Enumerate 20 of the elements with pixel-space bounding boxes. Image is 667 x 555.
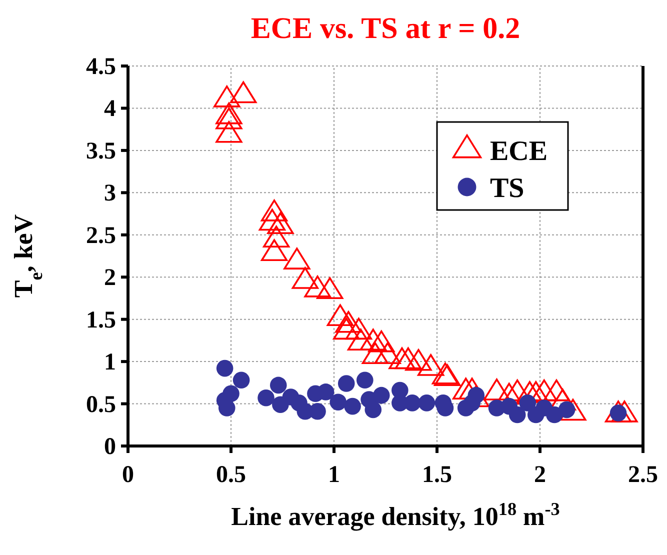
y-tick-label: 4 [104, 96, 116, 122]
x-tick-label: 2.5 [628, 462, 658, 488]
legend-label: ECE [490, 136, 548, 167]
x-axis-title: Line average density, 10$^{18}$ m$^{-3}$ [231, 499, 560, 531]
chart-title: ECE vs. TS at r = 0.2 [250, 12, 520, 45]
y-tick-label: 1.5 [86, 307, 116, 334]
x-tick-label: 0 [122, 462, 134, 488]
x-tick-label: 2 [534, 462, 546, 488]
x-tick-label: 1 [328, 462, 340, 488]
y-tick-label: 0 [104, 434, 116, 460]
y-tick-label: 3 [104, 180, 116, 207]
x-tick-label: 0.5 [216, 462, 246, 488]
y-tick-label: 0.5 [86, 392, 116, 418]
y-tick-label: 2 [104, 265, 116, 292]
y-tick-label: 3.5 [86, 138, 116, 164]
y-tick-label: 1 [104, 350, 116, 376]
y-tick-label: 4.5 [86, 54, 116, 80]
legend-label: TS [490, 173, 524, 204]
x-tick-label: 1.5 [422, 462, 452, 488]
y-tick-label: 2.5 [86, 222, 116, 249]
